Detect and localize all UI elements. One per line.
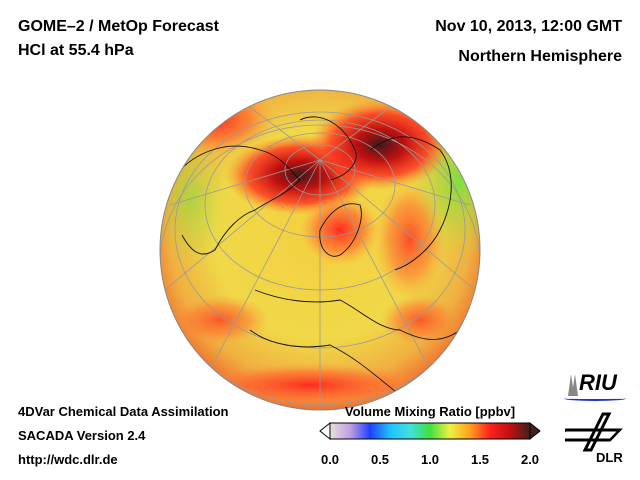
high-value-region [170,295,270,345]
high-value-region [380,295,460,345]
riu-logo-text: RIU [579,370,617,395]
colorbar-bar [329,422,531,440]
colorbar-tick-label: 0.0 [320,452,340,467]
map-subtitle: HCl at 55.4 hPa [18,42,134,59]
high-value-region [190,363,430,407]
colorbar-tick-label: 2.0 [520,452,540,467]
dlr-logo-icon [565,412,623,452]
colorbar-tick-label: 0.5 [370,452,390,467]
riu-wave [564,396,626,401]
dlr-logo-text: DLR [596,450,623,465]
footer-url: http://wdc.dlr.de [18,452,118,467]
globe-outline [159,89,481,411]
high-value-region [375,180,445,300]
cathedral-icon [568,374,578,396]
colorbar-tick-label: 1.5 [470,452,490,467]
footer-line2: SACADA Version 2.4 [18,428,146,443]
colorbar-label: Volume Mixing Ratio [ppbv] [344,404,516,419]
polar-vortex-region [310,100,450,190]
map-region: Northern Hemisphere [458,48,622,65]
graticule [160,91,480,410]
colorbar-under-arrow [319,421,331,441]
footer-line1: 4DVar Chemical Data Assimilation [18,404,229,419]
map-title: GOME–2 / MetOp Forecast [18,18,219,35]
colorbar [319,421,541,441]
riu-logo: RIU [564,370,626,401]
colorbar-tick-label: 1.0 [420,452,440,467]
colorbar-over-arrow [529,421,541,441]
coastlines [179,116,461,396]
map-datetime: Nov 10, 2013, 12:00 GMT [435,18,622,35]
